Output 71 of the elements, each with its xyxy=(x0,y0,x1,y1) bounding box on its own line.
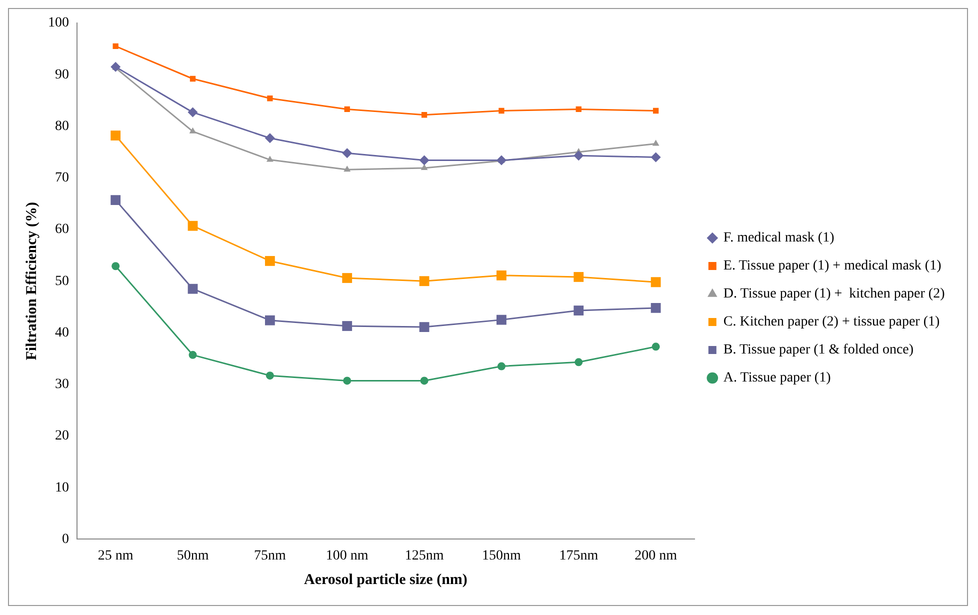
point xyxy=(420,376,428,385)
point xyxy=(420,164,428,170)
legend-label: D. Tissue paper (1) + kitchen paper (2) xyxy=(723,286,946,302)
y-tick-label: 10 xyxy=(55,480,69,496)
x-tick-label: 125nm xyxy=(404,548,444,564)
point xyxy=(574,272,584,282)
x-tick-label: 75nm xyxy=(254,548,286,564)
legend-label: A. Tissue paper (1) xyxy=(723,370,832,386)
point xyxy=(421,112,428,118)
point xyxy=(497,362,506,370)
x-axis-title: Aerosol particle size (nm) xyxy=(304,572,468,588)
point xyxy=(188,220,198,231)
point xyxy=(110,195,121,206)
point xyxy=(343,376,352,385)
x-tick-label: 150nm xyxy=(482,548,522,564)
point xyxy=(264,133,275,144)
point xyxy=(266,156,274,162)
legend-label: F. medical mask (1) xyxy=(723,230,835,246)
point xyxy=(264,315,275,326)
point xyxy=(267,96,273,102)
y-axis-title: Filtration Efficiency (%) xyxy=(24,202,40,360)
point xyxy=(344,166,351,172)
point xyxy=(188,284,198,294)
y-tick-label: 20 xyxy=(55,428,69,444)
y-tick-label: 60 xyxy=(55,222,69,238)
point xyxy=(264,256,275,266)
x-tick-label: 25 nm xyxy=(98,548,134,564)
point xyxy=(419,322,430,332)
point xyxy=(344,106,350,112)
point xyxy=(189,127,196,134)
x-tick-label: 100 nm xyxy=(326,548,368,564)
y-tick-label: 30 xyxy=(55,377,69,392)
point xyxy=(496,155,506,166)
point xyxy=(652,108,659,114)
point xyxy=(650,277,661,288)
y-tick-label: 80 xyxy=(55,118,69,134)
point xyxy=(112,43,118,50)
legend-label: B. Tissue paper (1 & folded once) xyxy=(723,342,914,358)
y-tick-label: 70 xyxy=(55,170,69,186)
point xyxy=(574,358,583,366)
point xyxy=(188,107,198,118)
point xyxy=(576,106,582,112)
point xyxy=(652,140,660,146)
point xyxy=(650,302,661,313)
y-tick-label: 90 xyxy=(55,67,69,82)
y-tick-label: 50 xyxy=(55,274,69,289)
y-tick-label: 40 xyxy=(55,325,69,340)
y-tick-label: 100 xyxy=(48,16,69,31)
point xyxy=(266,372,274,380)
x-tick-label: 200 nm xyxy=(634,548,678,564)
point xyxy=(574,306,584,316)
point xyxy=(342,321,352,331)
point xyxy=(574,150,584,161)
point xyxy=(112,262,120,270)
legend-label: C. Kitchen paper (2) + tissue paper (1) xyxy=(723,314,940,330)
point xyxy=(496,314,506,325)
legend-label: E. Tissue paper (1) + medical mask (1) xyxy=(723,258,942,274)
point xyxy=(190,76,196,82)
point xyxy=(419,155,430,166)
point xyxy=(650,152,661,162)
point xyxy=(188,350,197,359)
y-tick-label: 0 xyxy=(62,532,69,547)
point xyxy=(110,130,121,140)
x-tick-label: 175nm xyxy=(559,548,598,564)
point xyxy=(652,342,660,351)
x-tick-label: 50nm xyxy=(176,548,209,564)
point xyxy=(419,276,430,286)
point xyxy=(342,273,352,283)
point xyxy=(498,108,504,114)
point xyxy=(342,148,352,158)
point xyxy=(496,270,506,280)
